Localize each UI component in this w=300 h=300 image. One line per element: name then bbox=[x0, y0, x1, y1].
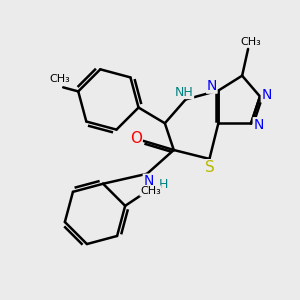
Text: O: O bbox=[130, 130, 142, 146]
Text: N: N bbox=[143, 174, 154, 188]
Text: CH₃: CH₃ bbox=[241, 37, 261, 46]
Text: N: N bbox=[207, 79, 217, 93]
Text: CH₃: CH₃ bbox=[50, 74, 70, 84]
Text: CH₃: CH₃ bbox=[140, 186, 161, 196]
Text: S: S bbox=[205, 160, 214, 175]
Text: H: H bbox=[159, 178, 168, 191]
Text: N: N bbox=[253, 118, 264, 132]
Text: NH: NH bbox=[175, 85, 194, 98]
Text: N: N bbox=[261, 88, 272, 102]
